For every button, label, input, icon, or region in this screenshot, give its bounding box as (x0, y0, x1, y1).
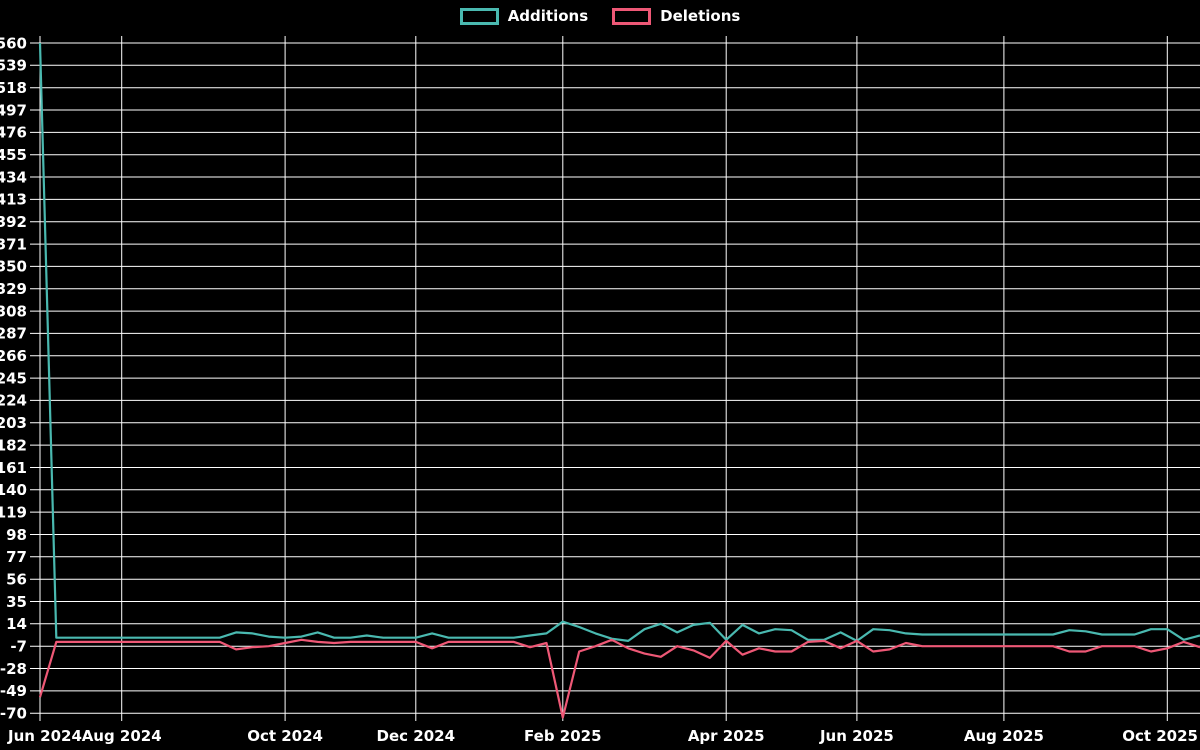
svg-text:455: 455 (0, 146, 27, 164)
svg-text:350: 350 (0, 258, 27, 276)
svg-text:119: 119 (0, 503, 27, 521)
x-axis-labels: Jun 2024 Aug 2024 Oct 2024 Dec 2024 Feb 2025… (7, 727, 1198, 745)
additions-line (38, 42, 1200, 643)
deletions-swatch-icon (612, 7, 652, 25)
x-gridlines (39, 36, 1168, 721)
svg-text:56: 56 (6, 570, 27, 588)
svg-text:560: 560 (0, 34, 27, 52)
svg-text:-7: -7 (10, 637, 27, 655)
y-gridlines (30, 42, 1200, 714)
legend-item-deletions[interactable]: Deletions (612, 7, 740, 25)
svg-text:413: 413 (0, 191, 27, 209)
legend-label-additions: Additions (507, 7, 589, 25)
deletions-line (38, 638, 1200, 719)
svg-text:35: 35 (6, 593, 27, 611)
svg-text:497: 497 (0, 101, 27, 119)
svg-text:182: 182 (0, 436, 27, 454)
svg-text:245: 245 (0, 369, 27, 387)
svg-text:Dec 2024: Dec 2024 (377, 727, 456, 745)
svg-text:224: 224 (0, 392, 27, 410)
svg-text:434: 434 (0, 168, 27, 186)
svg-text:161: 161 (0, 459, 27, 477)
svg-text:98: 98 (6, 526, 27, 544)
svg-text:Oct 2025: Oct 2025 (1122, 727, 1198, 745)
svg-text:140: 140 (0, 481, 27, 499)
svg-text:-28: -28 (0, 660, 27, 678)
svg-text:539: 539 (0, 57, 27, 75)
additions-swatch-icon (459, 7, 499, 25)
svg-text:Jun 2024: Jun 2024 (7, 727, 82, 745)
legend-item-additions[interactable]: Additions (459, 7, 589, 25)
legend-label-deletions: Deletions (660, 7, 741, 25)
svg-text:476: 476 (0, 124, 27, 142)
y-axis-labels: 560 539 518 497 476 455 434 413 392 371 350 329 308 2… (0, 34, 27, 722)
svg-text:Aug 2025: Aug 2025 (964, 727, 1044, 745)
svg-text:77: 77 (6, 548, 27, 566)
svg-text:308: 308 (0, 302, 27, 320)
svg-text:518: 518 (0, 79, 27, 97)
chart-legend: Additions Deletions (0, 7, 1200, 25)
svg-text:14: 14 (6, 615, 27, 633)
svg-text:Apr 2025: Apr 2025 (688, 727, 765, 745)
svg-text:371: 371 (0, 235, 27, 253)
svg-text:203: 203 (0, 414, 27, 432)
svg-text:266: 266 (0, 347, 27, 365)
svg-text:329: 329 (0, 280, 27, 298)
svg-text:392: 392 (0, 213, 27, 231)
svg-text:-49: -49 (0, 682, 27, 700)
svg-text:Jun 2025: Jun 2025 (819, 727, 894, 745)
svg-text:-70: -70 (0, 704, 27, 722)
svg-text:Feb 2025: Feb 2025 (524, 727, 602, 745)
svg-text:287: 287 (0, 325, 27, 343)
svg-text:Aug 2024: Aug 2024 (82, 727, 162, 745)
svg-text:Oct 2024: Oct 2024 (247, 727, 323, 745)
